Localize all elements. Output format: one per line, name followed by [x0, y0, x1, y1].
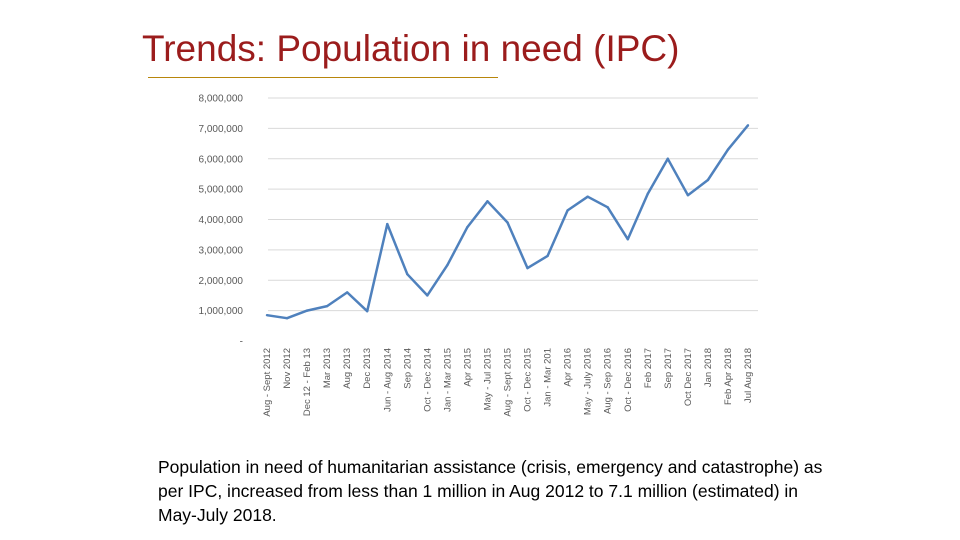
x-tick-label: Jan - Mar 2015: [442, 348, 453, 412]
line-chart: - 1,000,000 2,000,000 3,000,000 4,000,000 5,0…: [199, 94, 758, 417]
x-tick-label: Oct - Dec 2016: [623, 348, 634, 412]
x-tick-label: Aug 2013: [342, 348, 353, 389]
x-tick-label: Apr 2015: [462, 348, 473, 387]
x-tick-label: May - July 2016: [583, 348, 594, 415]
x-tick-label: Jan - Mar 201: [543, 348, 554, 407]
y-tick-label: 8,000,000: [199, 94, 244, 105]
title-underline: [148, 77, 498, 78]
x-tick-label: Dec 12 - Feb 13: [302, 348, 313, 416]
data-point: [305, 309, 309, 312]
x-axis-ticks: Aug - Sept 2012 Nov 2012 Dec 12 - Feb 13 Ma…: [262, 348, 754, 417]
data-point: [586, 195, 589, 198]
x-tick-label: Jul Aug 2018: [743, 348, 754, 403]
data-point: [265, 313, 269, 317]
data-point: [726, 148, 730, 151]
x-tick-label: Nov 2012: [282, 348, 293, 389]
data-point: [646, 192, 649, 195]
y-tick-label: 5,000,000: [199, 185, 244, 196]
x-tick-label: Aug - Sept 2015: [503, 348, 514, 417]
data-point: [486, 200, 489, 203]
y-tick-label: 6,000,000: [199, 154, 244, 165]
x-tick-label: Aug - Sept 2012: [262, 348, 273, 417]
data-point: [466, 225, 469, 229]
data-point: [746, 124, 750, 127]
x-tick-label: Mar 2013: [322, 348, 333, 388]
data-point: [446, 263, 449, 267]
y-tick-label: 7,000,000: [199, 124, 244, 135]
x-tick-label: Oct - Dec 2015: [523, 348, 534, 412]
series-line-layer: [265, 124, 750, 320]
x-tick-label: Aug - Sep 2016: [603, 348, 614, 414]
x-tick-label: Sep 2017: [663, 348, 674, 389]
data-point: [406, 272, 409, 276]
x-tick-label: Jan 2018: [703, 348, 714, 387]
x-tick-label: Oct - Dec 2014: [422, 348, 433, 412]
data-point: [325, 304, 329, 308]
data-point: [526, 266, 529, 270]
data-point: [606, 206, 609, 209]
data-point: [426, 294, 429, 297]
slide-title: Trends: Population in need (IPC): [142, 28, 680, 69]
data-point: [366, 310, 369, 313]
x-tick-label: Apr 2016: [563, 348, 574, 387]
chart-caption: Population in need of humanitarian assis…: [158, 457, 823, 525]
x-tick-label: May - Jul 2015: [482, 348, 493, 410]
x-tick-label: Feb 2017: [643, 348, 654, 388]
data-point: [506, 221, 509, 224]
x-tick-label: Feb Apr 2018: [723, 348, 734, 405]
data-point: [706, 178, 710, 182]
y-tick-label: 4,000,000: [199, 215, 244, 226]
y-tick-label: 1,000,000: [199, 306, 244, 317]
data-point: [666, 157, 670, 160]
y-tick-label: -: [240, 337, 243, 348]
gridlines: [268, 97, 758, 312]
data-point: [566, 209, 569, 212]
y-tick-label: 3,000,000: [199, 245, 244, 256]
data-point: [345, 291, 349, 294]
data-point: [546, 254, 549, 258]
data-point: [386, 222, 389, 226]
data-point: [686, 194, 690, 197]
x-tick-label: Dec 2013: [362, 348, 373, 389]
x-tick-label: Sep 2014: [402, 348, 413, 389]
x-tick-label: Oct Dec 2017: [683, 348, 694, 406]
y-axis-ticks: - 1,000,000 2,000,000 3,000,000 4,000,000 5,0…: [199, 94, 244, 348]
x-tick-label: Jun - Aug 2014: [382, 348, 393, 412]
data-point: [626, 238, 629, 241]
data-point: [285, 317, 289, 320]
y-tick-label: 2,000,000: [199, 276, 244, 287]
